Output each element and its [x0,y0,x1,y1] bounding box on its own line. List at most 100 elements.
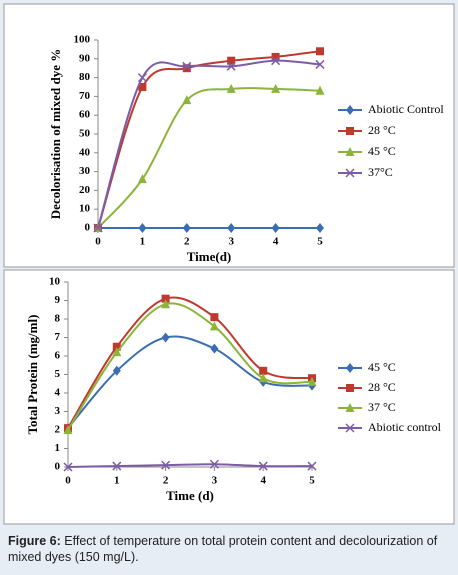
legend-marker [346,363,354,373]
point [182,95,192,105]
legend-label: 28 °C [368,380,396,394]
legend-marker [345,168,355,178]
y-tick-label: 1 [55,442,61,454]
x-tick-label: 4 [273,236,279,248]
y-tick-label: 30 [79,165,91,177]
y-tick-label: 50 [79,128,91,140]
point [259,366,268,375]
point [210,343,219,354]
point [316,223,324,233]
point [271,52,280,61]
y-tick-label: 100 [74,34,91,46]
y-tick-label: 4 [55,387,61,399]
y-tick-label: 7 [55,331,61,343]
point [161,332,170,343]
y-tick-label: 90 [79,52,91,64]
y-tick-label: 8 [55,313,61,325]
point [307,376,317,386]
legend-marker [345,423,355,433]
point [227,223,236,233]
legend-marker [346,127,354,135]
point [209,321,219,331]
y-tick-label: 9 [55,294,61,306]
point [93,223,103,233]
point [210,313,219,322]
y-tick-label: 5 [55,368,61,380]
legend-label: Abiotic Control [368,102,444,116]
x-tick-label: 2 [163,475,169,487]
y-tick-label: 60 [79,109,91,121]
panel [3,269,455,525]
point [161,460,171,470]
point [138,223,147,233]
point [271,223,280,233]
point [315,59,325,69]
y-tick-label: 80 [79,71,91,83]
x-tick-label: 0 [65,475,71,487]
x-tick-label: 0 [95,236,101,248]
legend-marker [345,403,355,412]
point [182,223,191,233]
y-tick-label: 40 [79,146,91,158]
point [258,461,268,471]
legend-label: 45 °C [368,144,396,158]
y-tick-label: 10 [49,276,61,288]
caption: Figure 6: Effect of temperature on total… [8,533,450,565]
point [209,459,219,469]
x-tick-label: 1 [114,475,120,487]
caption-label: Figure 6: [8,534,61,548]
point [271,83,281,93]
x-tick-label: 3 [212,475,218,487]
point [112,347,122,357]
y-axis-title: Decolorisation of mixed dye % [48,49,63,219]
y-tick-label: 20 [79,184,91,196]
point [161,294,170,303]
legend-label: 45 °C [368,360,396,374]
point [227,56,236,65]
point [138,83,147,91]
y-tick-label: 10 [79,203,91,215]
point [315,85,325,95]
point [63,462,73,472]
series-line [67,335,313,429]
point [271,56,281,66]
legend-marker [346,105,354,115]
y-tick-label: 3 [55,405,61,417]
y-tick-label: 70 [79,90,91,102]
point [137,73,147,83]
x-axis-title: Time(d) [187,249,232,264]
y-tick-label: 2 [55,424,61,436]
point [258,373,268,383]
point [112,342,121,351]
point [226,61,236,71]
point [182,64,191,73]
y-tick-label: 6 [55,350,61,362]
y-tick-label: 0 [55,461,61,473]
point [63,425,73,434]
point [137,174,147,184]
legend-label: 37 °C [368,400,396,414]
point [226,83,236,93]
point [182,61,192,71]
x-tick-label: 3 [228,236,234,248]
legend-label: 37°C [368,165,393,179]
legend-marker [346,384,354,392]
point [161,299,171,309]
legend-label: Abiotic control [368,420,442,434]
point [112,461,122,471]
x-tick-label: 2 [184,236,190,248]
x-axis-title: Time (d) [166,488,214,503]
x-tick-label: 5 [309,475,315,487]
y-tick-label: 0 [85,222,91,234]
x-tick-label: 4 [260,475,266,487]
point [307,461,317,471]
legend-label: 28 °C [368,123,396,137]
y-axis-title: Total Protein (mg/ml) [25,315,40,435]
panel [3,3,455,268]
caption-text: Effect of temperature on total protein c… [8,534,438,564]
point [112,365,121,376]
series-line [67,463,313,468]
x-tick-label: 5 [317,236,323,248]
